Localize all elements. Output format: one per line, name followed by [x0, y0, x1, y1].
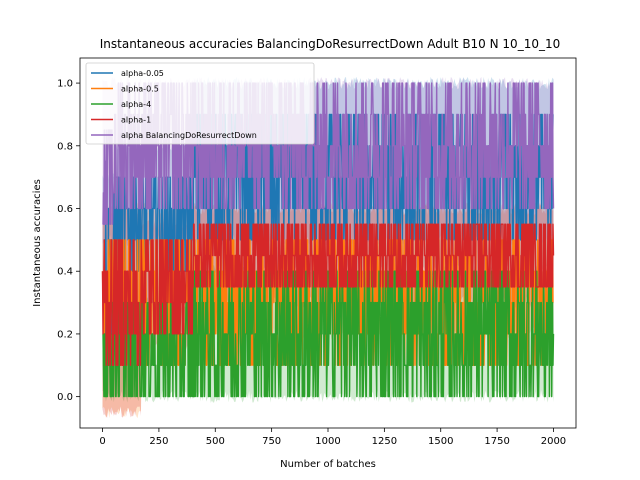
y-axis: 0.0 0.2 0.4 0.6 0.8 1.0	[57, 79, 80, 403]
legend-label: alpha BalancingDoResurrectDown	[121, 131, 257, 140]
series-line-4	[102, 82, 555, 225]
x-tick-label: 1250	[372, 436, 397, 447]
x-axis: 0 250 500 750 1000 1250 1500 1750 2000	[99, 428, 566, 447]
y-tick-label: 0.0	[57, 392, 73, 403]
x-tick-label: 1000	[315, 436, 340, 447]
series-line-3	[101, 223, 555, 366]
legend-label: alpha-0.5	[121, 85, 159, 94]
legend-label: alpha-4	[121, 100, 151, 109]
x-tick-label: 1500	[428, 436, 453, 447]
y-tick-label: 0.6	[57, 204, 73, 215]
legend-label: alpha-1	[121, 116, 151, 125]
legend-box	[85, 62, 315, 145]
x-tick-label: 0	[99, 436, 105, 447]
chart-title: Instantaneous accuracies BalancingDoResu…	[100, 37, 560, 51]
y-tick-label: 0.4	[57, 267, 73, 278]
x-tick-label: 500	[206, 436, 225, 447]
y-tick-label: 1.0	[57, 79, 73, 90]
y-tick-label: 0.2	[57, 329, 73, 340]
x-tick-label: 250	[149, 436, 168, 447]
legend-label: alpha-0.05	[121, 69, 164, 78]
x-tick-label: 1750	[484, 436, 509, 447]
legend: alpha-0.05 alpha-0.5 alpha-4 alpha-1 alpha B…	[85, 62, 315, 145]
plot-area	[101, 76, 555, 419]
y-axis-label: Instantaneous accuracies	[32, 179, 43, 307]
y-tick-label: 0.8	[57, 141, 73, 152]
x-tick-label: 750	[262, 436, 281, 447]
x-axis-label: Number of batches	[280, 459, 376, 470]
x-tick-label: 2000	[541, 436, 566, 447]
